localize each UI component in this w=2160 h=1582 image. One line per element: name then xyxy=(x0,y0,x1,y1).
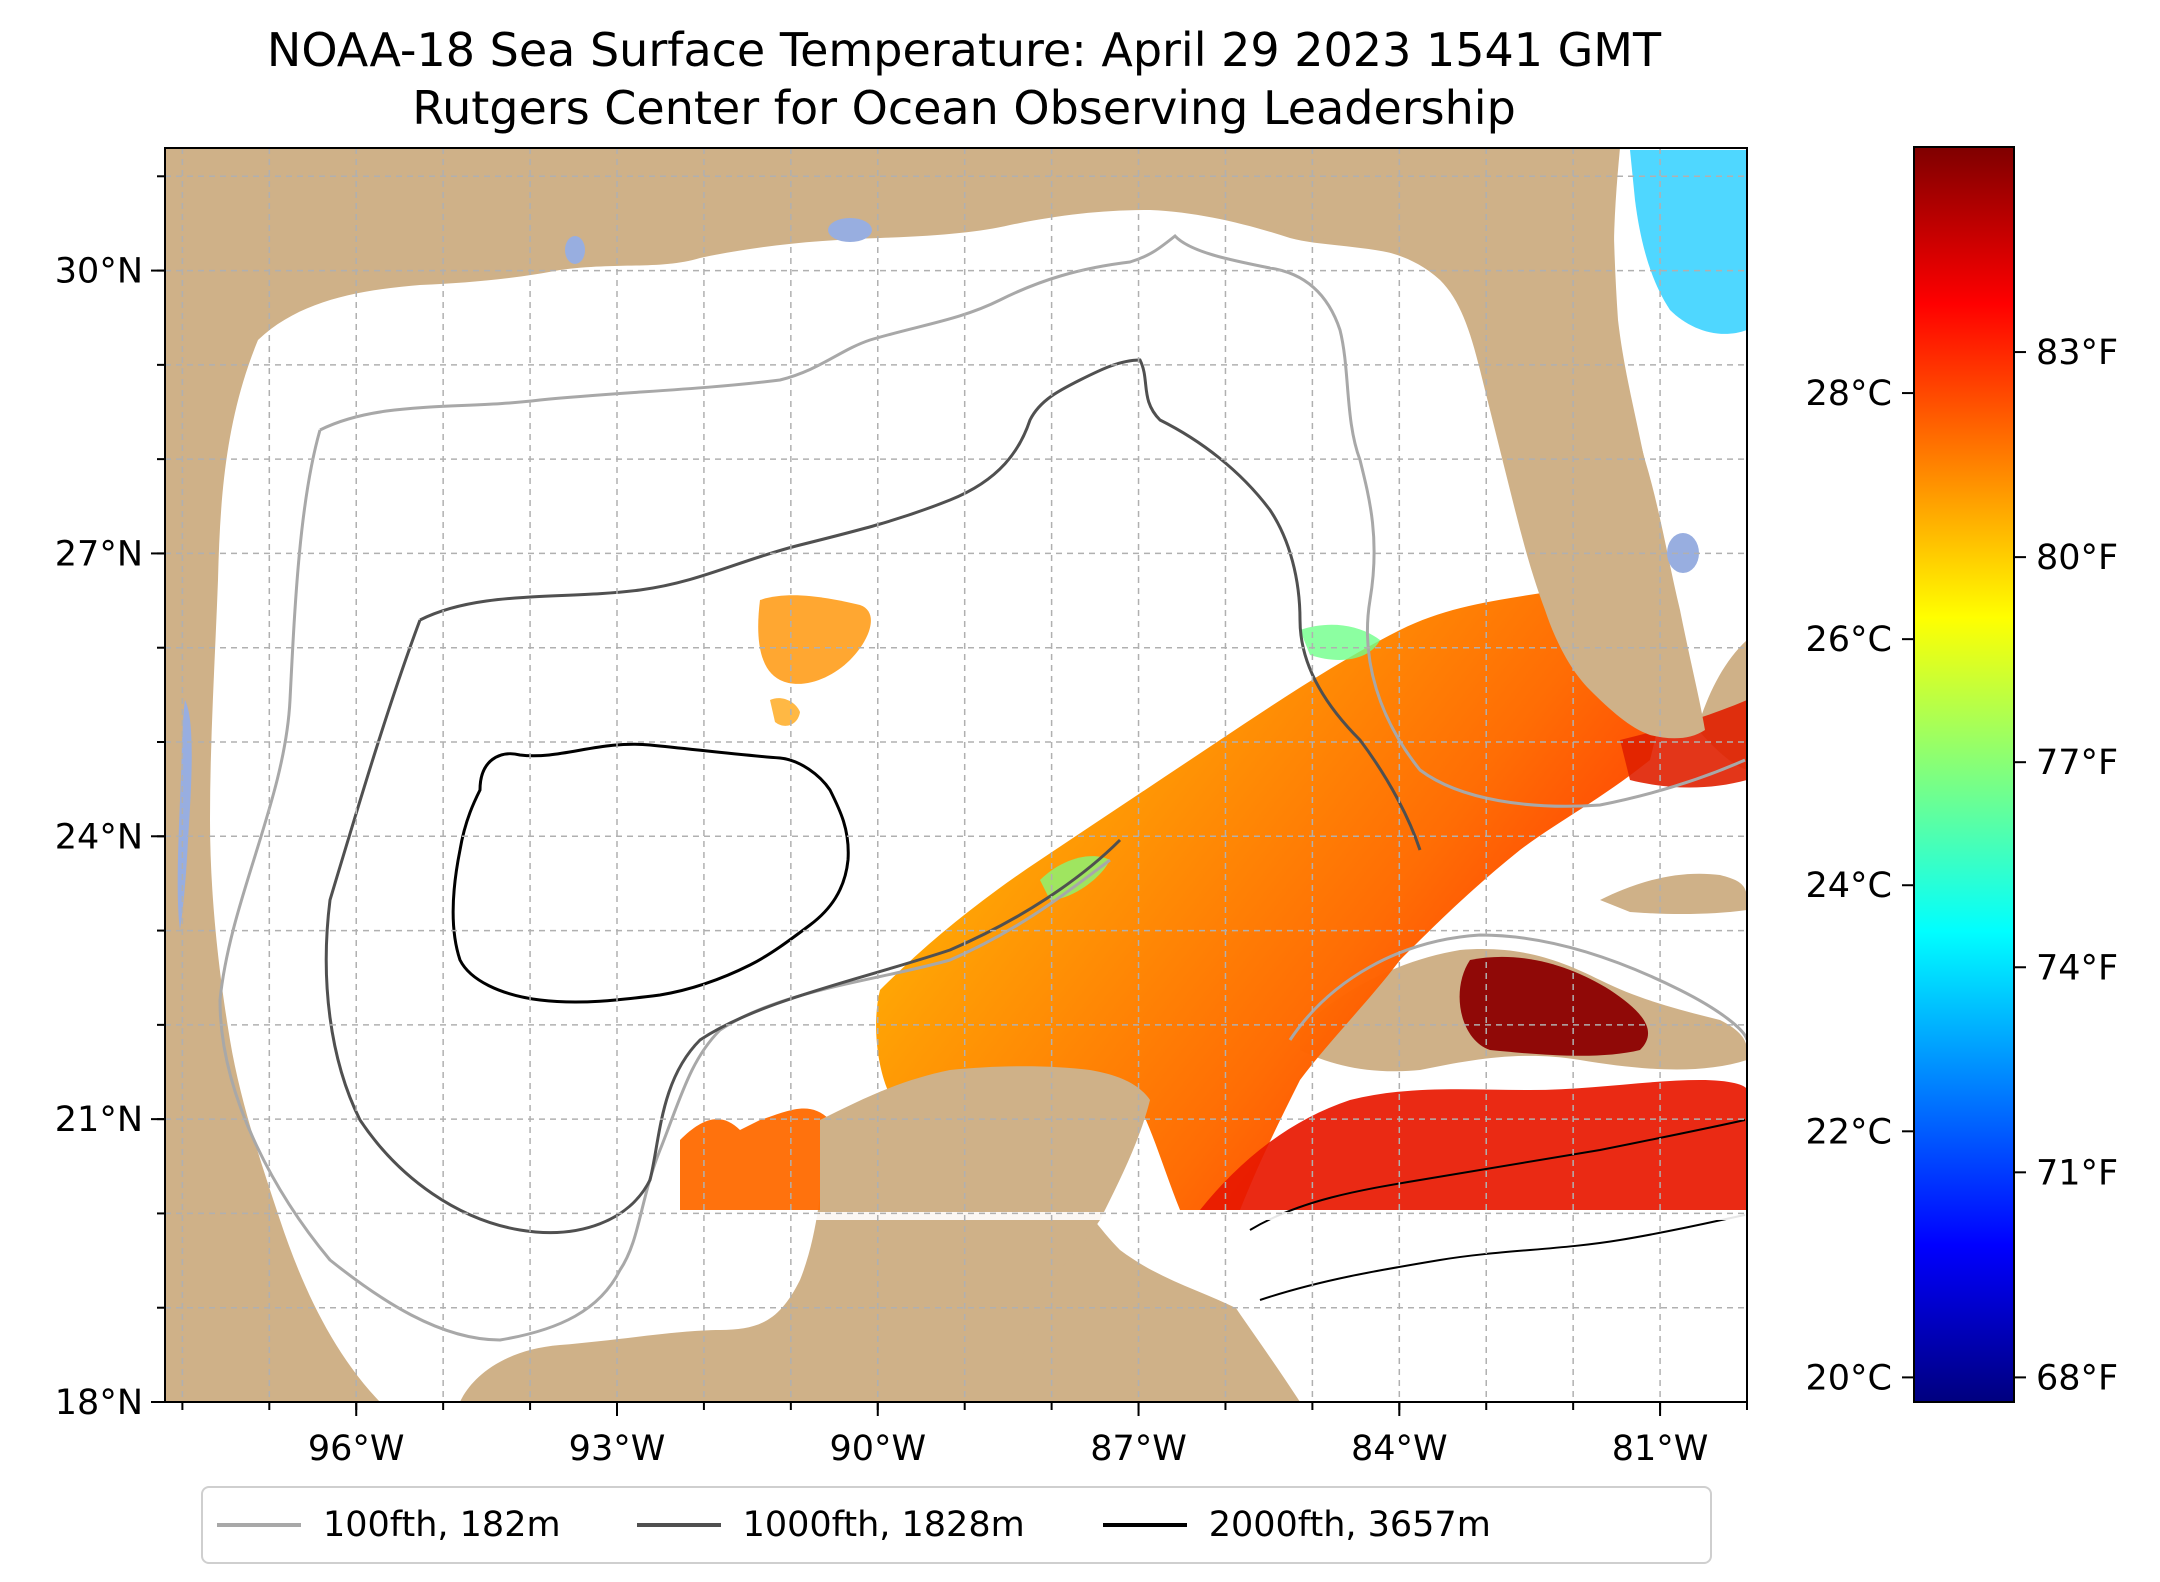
sst-swath-keys-cool xyxy=(1300,624,1380,660)
contour-100fth-cuba xyxy=(1288,933,1747,1041)
yucatan-land xyxy=(820,1066,1150,1402)
fahrenheit-tick-label: 68°F xyxy=(2036,1358,2118,1398)
fahrenheit-tick-label: 71°F xyxy=(2036,1153,2118,1193)
sst-swath xyxy=(680,150,1747,1210)
lat-tick-label: 27°N xyxy=(55,534,143,574)
contour-legend: 100fth, 182m 1000fth, 1828m 2000fth, 365… xyxy=(201,1486,1712,1564)
legend-item-1000fth: 1000fth, 1828m xyxy=(636,1505,1025,1545)
lon-tick-label: 90°W xyxy=(829,1429,926,1469)
sst-swath-florida-east xyxy=(1630,150,1747,334)
contour-1000fth xyxy=(324,358,1422,1235)
contour-2000fth-east xyxy=(1249,1119,1746,1301)
sst-swath-florida-keys xyxy=(1620,700,1747,788)
lon-tick-label: 84°W xyxy=(1351,1429,1448,1469)
lake-pontchartrain xyxy=(828,218,872,242)
celsius-tick-label: 26°C xyxy=(1806,620,1892,660)
gridlines xyxy=(165,148,1747,1402)
celsius-tick-label: 22°C xyxy=(1806,1112,1892,1152)
contour-2000fth xyxy=(451,742,850,1004)
legend-label-100fth: 100fth, 182m xyxy=(323,1505,561,1545)
legend-item-100fth: 100fth, 182m xyxy=(217,1505,561,1545)
lon-tick-label: 87°W xyxy=(1090,1429,1187,1469)
lon-tick-label: 81°W xyxy=(1612,1429,1709,1469)
legend-label-2000fth: 2000fth, 3657m xyxy=(1208,1505,1491,1545)
legend-line-100fth xyxy=(217,1523,301,1527)
legend-label-1000fth: 1000fth, 1828m xyxy=(742,1505,1025,1545)
sst-swath-caribbean-hot xyxy=(1459,956,1649,1056)
colorbar-celsius-ticks: 28°C 26°C 24°C 22°C 20°C xyxy=(1806,374,1914,1398)
colorbar-fahrenheit-ticks: 83°F 80°F 77°F 74°F 71°F 68°F xyxy=(2014,333,2118,1398)
lon-axis: 96°W 93°W 90°W 87°W 84°W 81°W xyxy=(181,1402,1748,1469)
fahrenheit-tick-label: 74°F xyxy=(2036,948,2118,988)
lat-tick-label: 18°N xyxy=(55,1383,143,1423)
sst-swath-main xyxy=(876,589,1665,1210)
texas-laguna xyxy=(177,700,192,930)
legend-item-2000fth: 2000fth, 3657m xyxy=(1102,1505,1491,1545)
map-frame xyxy=(164,147,1748,1403)
lon-tick-label: 96°W xyxy=(308,1429,405,1469)
figure-subtitle: Rutgers Center for Ocean Observing Leade… xyxy=(412,81,1516,135)
celsius-tick-label: 24°C xyxy=(1806,866,1892,906)
lat-tick-label: 24°N xyxy=(55,817,143,857)
florida-land xyxy=(1275,148,1705,739)
celsius-tick-label: 28°C xyxy=(1806,374,1892,414)
lat-tick-label: 21°N xyxy=(55,1100,143,1140)
lat-axis: 30°N 27°N 24°N 21°N 18°N xyxy=(55,175,165,1423)
fahrenheit-tick-label: 77°F xyxy=(2036,743,2118,783)
bathymetry-contours xyxy=(218,233,1747,1342)
texas-lake xyxy=(565,236,585,264)
fahrenheit-tick-label: 83°F xyxy=(2036,333,2118,373)
sst-swath-west xyxy=(758,595,871,684)
sst-swath-south xyxy=(1200,1080,1747,1210)
sst-swath-west-small xyxy=(770,698,800,726)
colorbar-gradient xyxy=(1913,146,2015,1403)
legend-line-1000fth xyxy=(636,1523,721,1527)
figure-title: NOAA-18 Sea Surface Temperature: April 2… xyxy=(266,23,1662,77)
bahamas-land xyxy=(1600,873,1747,915)
lon-tick-label: 93°W xyxy=(569,1429,666,1469)
gulf-of-mexico-water xyxy=(165,148,1747,1402)
celsius-tick-label: 20°C xyxy=(1806,1358,1892,1398)
colorbar: 28°C 26°C 24°C 22°C 20°C 83°F 80°F 77°F 74°F 71°… xyxy=(1806,146,2118,1403)
sst-swath-yucatan xyxy=(680,1108,830,1210)
legend-line-2000fth xyxy=(1102,1523,1187,1527)
lat-tick-label: 30°N xyxy=(55,252,143,292)
fahrenheit-tick-label: 80°F xyxy=(2036,538,2118,578)
swath-gap xyxy=(675,1212,1747,1220)
map-area xyxy=(165,148,1747,1402)
